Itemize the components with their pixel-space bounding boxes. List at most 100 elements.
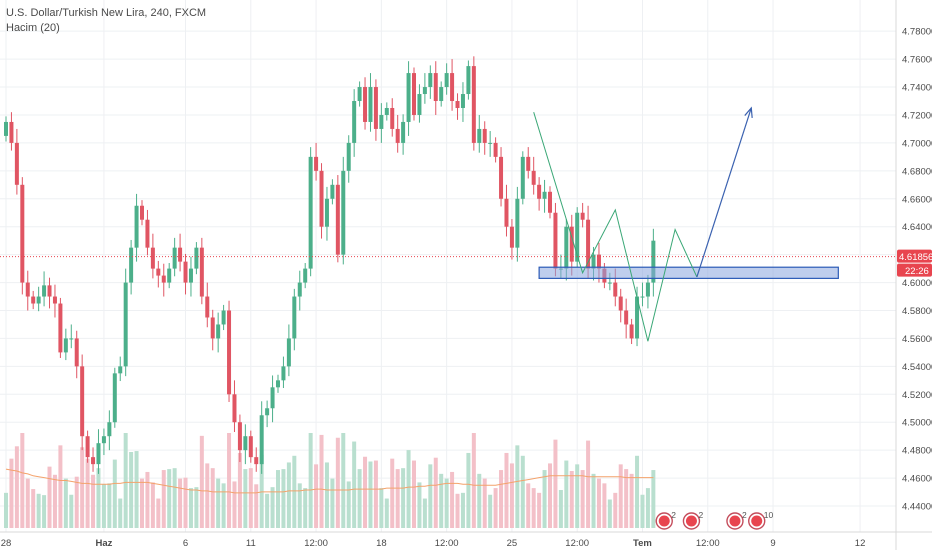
candle-body (205, 296, 210, 318)
candle-body (52, 296, 57, 304)
volume-bar (569, 471, 574, 528)
candle-body (259, 415, 264, 465)
event-count: 2 (671, 510, 676, 520)
volume-bar (80, 447, 85, 528)
volume-bar (395, 469, 400, 528)
volume-bar (129, 452, 134, 528)
event-badges[interactable]: 2 2 2 10 (655, 510, 774, 530)
candle-body (199, 247, 204, 297)
volume-bar (183, 477, 188, 528)
volume-bar (553, 439, 558, 528)
candle-body (373, 87, 378, 129)
candle-body (537, 184, 542, 199)
candle-body (607, 282, 612, 284)
candle-body (417, 94, 422, 115)
candle-body (63, 338, 68, 353)
volume-bar (167, 469, 172, 528)
volume-bar (586, 440, 591, 528)
candle-body (384, 107, 389, 115)
volume-bar (221, 483, 226, 528)
candle-body (624, 310, 629, 325)
candle-body (58, 303, 63, 353)
flag-icon-inner (729, 515, 741, 527)
candle-body (36, 296, 41, 304)
volume-bar (330, 478, 335, 528)
candle-body (107, 422, 112, 437)
volume-indicator-label: Hacim (20) (6, 22, 60, 34)
price-tick-label: 4.46000 (902, 474, 932, 485)
volume-bar (297, 483, 302, 528)
volume-bar (537, 492, 542, 528)
candle-body (123, 282, 128, 367)
candle-body (645, 282, 650, 297)
time-axis[interactable]: 28 Haz 6 11 12:00 18 12:00 25 12:00 Tem 12:00 9 12 (1, 538, 866, 549)
candle-body (499, 156, 504, 199)
candle-body (509, 226, 514, 248)
volume-bar (618, 464, 623, 528)
candle-body (9, 121, 14, 143)
candle-body (276, 380, 280, 388)
price-tick-label: 4.60000 (902, 278, 932, 289)
candle-body (618, 296, 623, 311)
candle-body (303, 268, 308, 283)
candle-body (96, 443, 101, 465)
candle-body (221, 310, 226, 325)
volume-bar (281, 469, 286, 528)
projection-arrow-drawing[interactable] (696, 106, 753, 278)
volume-bar (401, 468, 406, 528)
candle-body (248, 436, 253, 458)
volume-bar (91, 474, 96, 528)
volume-bar (134, 451, 139, 528)
volume-bar (210, 468, 215, 528)
candle-body (548, 191, 552, 213)
price-tag-background (897, 249, 932, 263)
flag-icon-inner (751, 515, 763, 527)
candle-body (161, 275, 166, 283)
volume-bar (493, 488, 498, 528)
candle-body (254, 457, 259, 465)
candle-body (91, 457, 96, 465)
zigzag-pattern-drawing[interactable] (533, 112, 698, 342)
volume-bar (341, 433, 346, 528)
volume-bar (580, 470, 585, 528)
volume-bar (613, 492, 618, 528)
countdown-tag-background (897, 263, 932, 277)
candle-body (150, 247, 155, 269)
volume-bar (412, 460, 416, 528)
candlesticks (4, 56, 656, 474)
volume-bar (199, 435, 204, 528)
price-tag-label: 4.61856 (899, 252, 932, 263)
candle-body (237, 422, 242, 451)
volume-bar (335, 437, 340, 528)
candle-body (406, 73, 411, 122)
candle-body (390, 107, 395, 129)
event-count: 10 (764, 510, 774, 520)
volume-bar (25, 478, 30, 528)
time-tick-label: 28 (1, 538, 12, 549)
candle-body (167, 268, 172, 283)
candle-body (14, 142, 19, 185)
candle-body (455, 101, 460, 108)
volume-bar (232, 481, 237, 528)
volume-bar (488, 494, 493, 528)
candle-body (292, 296, 297, 339)
volume-bar (178, 478, 183, 528)
volume-bar (96, 468, 101, 528)
flag-icon-inner (685, 515, 697, 527)
candle-body (352, 101, 357, 143)
volume-bar (107, 483, 112, 528)
candle-body (42, 285, 47, 297)
price-tick-label: 4.44000 (902, 502, 932, 513)
candle-body (586, 219, 591, 269)
time-tick-label: 11 (246, 538, 256, 549)
volume-bar (384, 498, 389, 528)
volume-bar (346, 481, 351, 528)
candle-body (74, 338, 79, 367)
support-zone-rectangle[interactable] (538, 266, 839, 279)
price-tick-label: 4.64000 (902, 222, 932, 233)
candle-body (341, 170, 346, 255)
price-tick-label: 4.68000 (902, 166, 932, 177)
volume-bar (575, 464, 580, 528)
volume-bar (20, 433, 25, 528)
